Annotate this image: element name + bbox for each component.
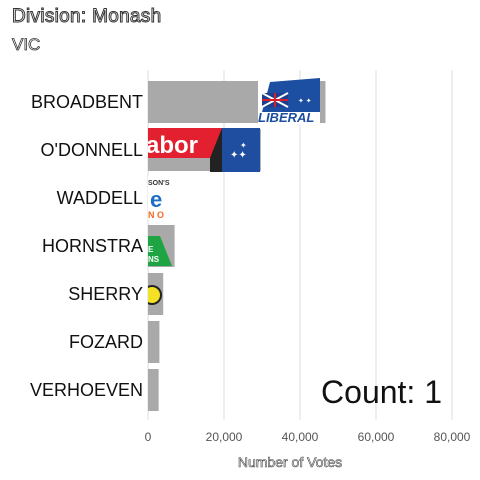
category-label: WADDELL bbox=[57, 188, 143, 208]
svg-text:SON'S: SON'S bbox=[148, 180, 170, 187]
category-label: BROADBENT bbox=[31, 92, 143, 112]
greens-logo: E NS bbox=[148, 236, 172, 266]
category-label: VERHOEVEN bbox=[30, 380, 143, 400]
x-tick-label: 80,000 bbox=[434, 430, 471, 444]
x-tick-label: 40,000 bbox=[282, 430, 319, 444]
liberal-logo: ✦ ✦ LIBERAL bbox=[258, 78, 320, 125]
svg-text:abor: abor bbox=[146, 132, 198, 159]
x-tick-label: 0 bbox=[145, 430, 152, 444]
category-label: SHERRY bbox=[68, 284, 143, 304]
svg-text:N O: N O bbox=[148, 210, 164, 220]
category-label: FOZARD bbox=[69, 332, 143, 352]
svg-text:e: e bbox=[150, 187, 162, 212]
category-label: O'DONNELL bbox=[41, 140, 143, 160]
svg-text:LIBERAL: LIBERAL bbox=[258, 110, 314, 125]
category-label: HORNSTRA bbox=[42, 236, 143, 256]
bar-fozard bbox=[148, 321, 160, 363]
svg-text:E: E bbox=[148, 245, 154, 254]
one-nation-logo: SON'S e N O bbox=[148, 176, 178, 220]
svg-text:✦✦: ✦✦ bbox=[230, 150, 247, 161]
svg-text:✦ ✦: ✦ ✦ bbox=[298, 97, 312, 105]
x-tick-label: 20,000 bbox=[206, 430, 243, 444]
x-axis-title: Number of Votes bbox=[238, 454, 342, 470]
bar-verhoeven bbox=[148, 369, 159, 411]
party-badge-logo bbox=[148, 285, 162, 305]
x-tick-label: 60,000 bbox=[358, 430, 395, 444]
count-annotation: Count: 1 bbox=[321, 374, 442, 410]
chart-subtitle: VIC bbox=[12, 35, 41, 55]
svg-text:NS: NS bbox=[148, 255, 160, 264]
svg-text:✦: ✦ bbox=[240, 141, 247, 150]
labor-logo: abor ✦✦ ✦ bbox=[146, 128, 260, 172]
chart-title: Division: Monash bbox=[11, 6, 162, 28]
